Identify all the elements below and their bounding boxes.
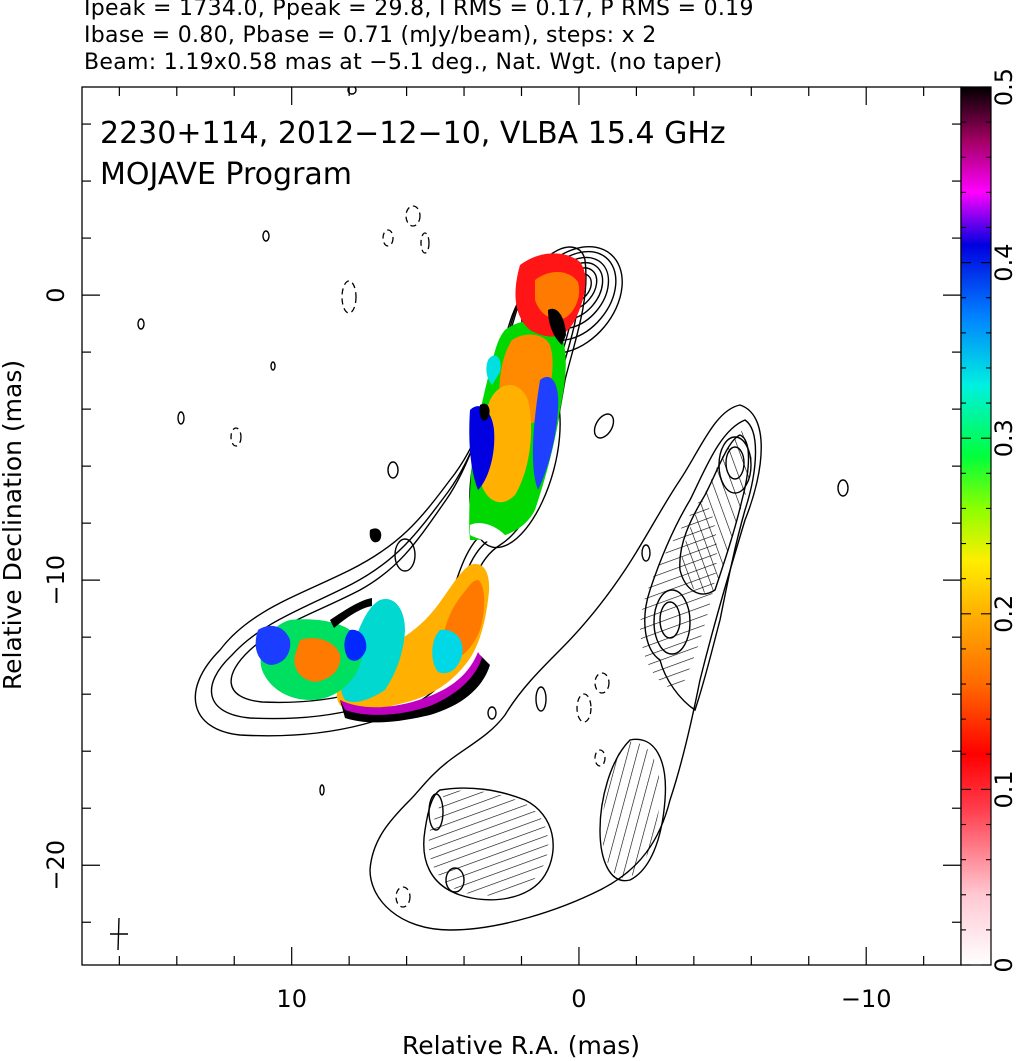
restoring-beam — [110, 917, 128, 951]
colorbar-tick-labels: 0 0.1 0.2 0.3 0.4 0.5 — [990, 68, 1018, 973]
y-tick-label: −20 — [42, 840, 70, 891]
x-tick-label: 10 — [276, 985, 307, 1013]
x-axis-ticks — [118, 87, 925, 965]
y-axis-label: Relative Declination (mas) — [0, 360, 27, 690]
y-axis-ticks — [82, 123, 961, 923]
header-line-beam: Beam: 1.19x0.58 mas at −5.1 deg., Nat. W… — [84, 50, 723, 75]
y-tick-label: 0 — [42, 287, 70, 302]
colorbar-tick-label: 0.5 — [990, 68, 1018, 106]
header-line-peaks: Ipeak = 1734.0, Ppeak = 29.8, I RMS = 0.… — [84, 0, 754, 21]
y-tick-labels: 0 −10 −20 — [42, 287, 70, 890]
negative-polarization-contours — [395, 672, 610, 908]
fractional-polarization-image — [255, 253, 586, 723]
plot-title-program: MOJAVE Program — [100, 157, 352, 192]
negative-contours — [230, 205, 430, 447]
colorbar: 0 0.1 0.2 0.3 0.4 0.5 — [960, 68, 1018, 973]
y-tick-label: −10 — [42, 555, 70, 606]
colorbar-tick-label: 0.2 — [990, 595, 1018, 633]
colorbar-tick-label: 0.4 — [990, 244, 1018, 282]
plot-title-source: 2230+114, 2012−12−10, VLBA 15.4 GHz — [100, 116, 726, 151]
colorbar-tick-label: 0.1 — [990, 770, 1018, 808]
evpa-hatching — [428, 430, 752, 896]
x-tick-label: −10 — [841, 985, 892, 1013]
header-line-base: Ibase = 0.80, Pbase = 0.71 (mJy/beam), s… — [84, 23, 657, 48]
colorbar-scale — [960, 86, 992, 966]
x-tick-label: 0 — [571, 985, 586, 1013]
x-axis-label: Relative R.A. (mas) — [402, 1031, 640, 1060]
colorbar-tick-label: 0 — [990, 957, 1018, 972]
plot-frame: 10 0 −10 0 −10 −20 — [42, 86, 962, 1013]
colorbar-ticks — [961, 86, 991, 966]
x-tick-labels: 10 0 −10 — [276, 985, 891, 1013]
colorbar-tick-label: 0.3 — [990, 419, 1018, 457]
